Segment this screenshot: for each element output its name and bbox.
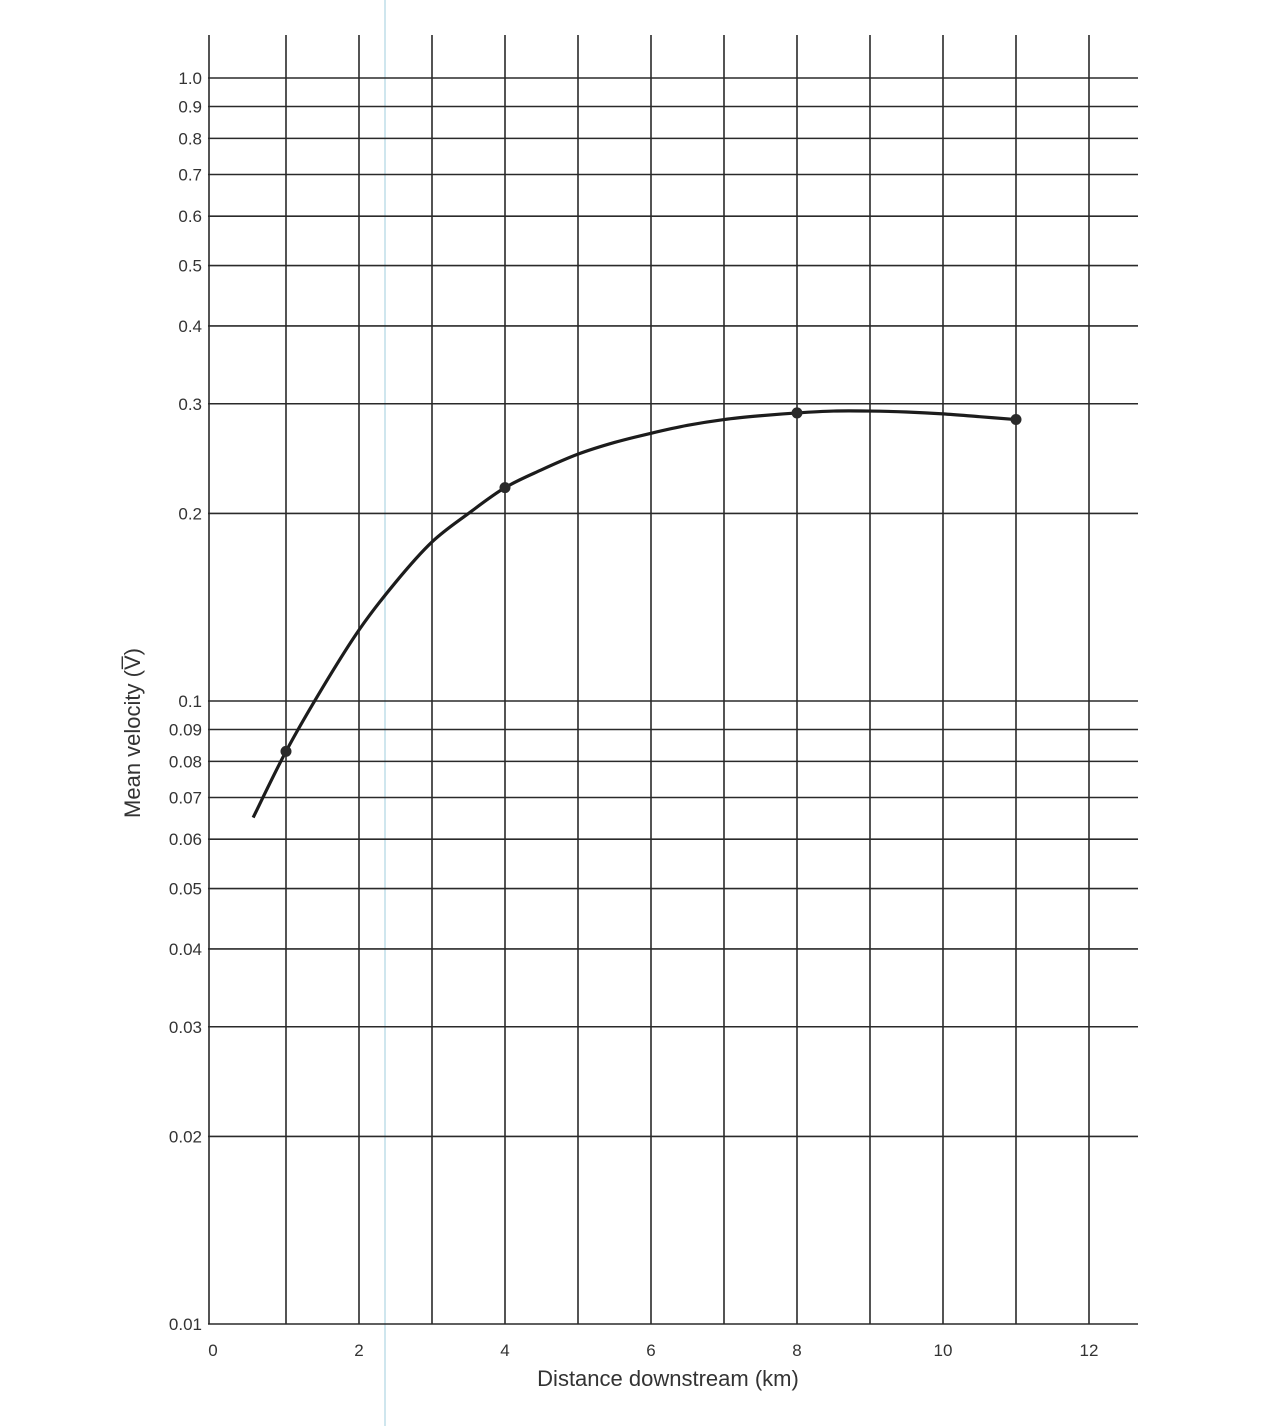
data-point	[280, 745, 292, 757]
y-tick-label: 0.3	[178, 395, 202, 414]
y-tick-label: 0.07	[169, 789, 202, 808]
y-tick-label: 0.06	[169, 830, 202, 849]
y-tick-label: 0.2	[178, 504, 202, 523]
y-tick-label: 0.7	[178, 166, 202, 185]
y-tick-label: 0.1	[178, 692, 202, 711]
x-tick-label: 0	[208, 1341, 217, 1360]
velocity-curve	[251, 409, 1017, 819]
y-tick-label: 0.9	[178, 98, 202, 117]
y-axis-title: Mean velocity (V̅)	[120, 648, 145, 818]
series	[251, 407, 1022, 819]
y-tick-label: 0.01	[169, 1315, 202, 1334]
data-point	[1010, 414, 1022, 426]
data-point	[499, 482, 511, 494]
tick-labels: 0 2 4 6 8 10 12 0.01 0.02 0.03 0.04 0.05 0.06 0.07 0.0…	[169, 69, 1099, 1360]
y-tick-label: 0.5	[178, 257, 202, 276]
y-tick-label: 0.05	[169, 880, 202, 899]
y-tick-label: 0.04	[169, 940, 202, 959]
grid	[208, 35, 1138, 1325]
data-point	[791, 407, 803, 419]
y-tick-label: 0.6	[178, 207, 202, 226]
y-tick-label: 0.02	[169, 1127, 202, 1146]
x-tick-label: 6	[646, 1341, 655, 1360]
x-tick-label: 8	[792, 1341, 801, 1360]
y-tick-label: 0.4	[178, 317, 202, 336]
x-tick-label: 4	[500, 1341, 509, 1360]
x-tick-label: 12	[1080, 1341, 1099, 1360]
y-tick-label: 0.8	[178, 129, 202, 148]
y-tick-label: 0.08	[169, 752, 202, 771]
x-tick-label: 2	[354, 1341, 363, 1360]
x-axis-title: Distance downstream (km)	[537, 1366, 799, 1391]
y-tick-label: 0.09	[169, 721, 202, 740]
y-tick-label: 1.0	[178, 69, 202, 88]
y-tick-label: 0.03	[169, 1018, 202, 1037]
x-tick-label: 10	[934, 1341, 953, 1360]
